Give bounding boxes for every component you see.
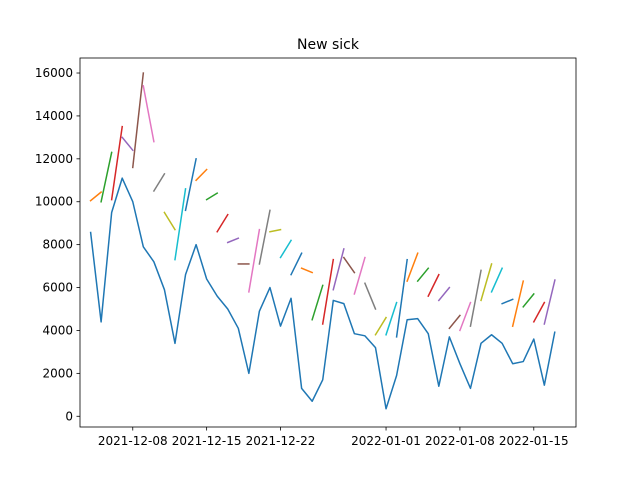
forecast-segment [89,191,103,202]
y-axis: 0 2000 4000 6000 8000 10000 12000 14000 16000 [35,66,80,423]
forecast-segment [385,301,398,336]
forecast-segment [458,301,472,332]
forecast-segment [511,280,525,328]
x-axis: 2021-12-08 2021-12-15 2021-12-22 2022-01-01… [98,427,569,448]
forecast-segment [205,192,219,201]
y-tick-label: 8000 [42,238,73,252]
y-tick-label: 10000 [35,195,73,209]
forecast-segment [416,267,430,283]
forecast-segment [332,248,345,291]
forecast-segment [300,267,314,274]
chart-title: New sick [297,37,360,53]
forecast-segment [216,213,229,233]
forecast-segment [395,258,408,338]
forecast-segment [480,263,493,302]
x-tick-label: 2022-01-01 [351,434,421,448]
y-tick-label: 14000 [35,109,73,123]
y-tick-label: 12000 [35,152,73,166]
forecast-segment [247,228,261,293]
x-tick-label: 2021-12-15 [172,434,242,448]
forecast-segment [110,125,124,201]
forecast-segment [184,157,197,212]
forecast-segment [290,252,303,276]
y-tick-label: 0 [65,409,73,423]
forecast-segment [543,279,556,325]
forecast-segment [163,211,177,231]
forecast-segment [363,282,377,310]
forecast-segment [226,237,240,244]
forecast-segment [195,168,208,182]
forecast-segment [321,258,335,325]
forecast-segment [427,273,440,298]
forecast-segment [532,301,546,323]
y-tick-label: 6000 [42,281,73,295]
main-series [89,177,556,410]
y-tick-label: 2000 [42,366,73,380]
forecast-segment [142,85,155,143]
forecast-segment [269,228,282,233]
forecast-segment [258,209,271,265]
forecast-segment [131,72,145,169]
x-tick-label: 2022-01-15 [499,434,569,448]
x-tick-label: 2021-12-22 [246,434,316,448]
forecast-segment [469,269,482,328]
forecast-segment [490,267,504,293]
main-series-line [89,177,556,410]
forecast-segment [311,284,324,321]
forecast-segment [501,298,514,305]
forecast-segment [406,252,419,283]
forecast-segment [437,286,451,302]
forecast-segment [174,188,187,261]
x-tick-label: 2021-12-08 [98,434,168,448]
y-tick-label: 16000 [35,66,73,80]
forecast-segment [121,136,134,152]
forecast-segment [279,239,293,259]
forecast-segment [342,256,356,274]
forecast-segments [89,72,556,338]
forecast-segment [100,151,113,203]
forecast-segment [353,256,366,295]
x-tick-label: 2022-01-08 [425,434,495,448]
plot-frame [79,57,577,428]
forecast-segment [448,314,461,330]
forecast-segment [522,292,535,308]
forecast-segment [152,172,166,193]
y-tick-label: 4000 [42,323,73,337]
forecast-segment [374,316,388,336]
